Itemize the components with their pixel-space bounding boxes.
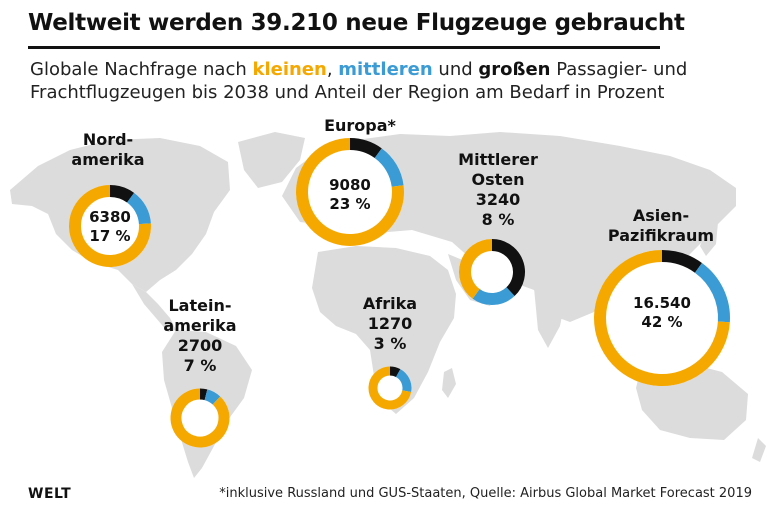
donut-segment-mittlerer-osten-small (459, 239, 493, 299)
legend-small: kleinen (252, 59, 327, 80)
region-value: 1270 (367, 314, 413, 333)
label-europa: Europa* (310, 116, 410, 136)
land-japan (700, 214, 718, 256)
label-nordamerika: Nord- amerika (62, 130, 154, 170)
region-share: 7 % (183, 356, 217, 375)
region-name-line: Osten (471, 170, 525, 189)
donut-segment-lateinamerika-mid (204, 389, 221, 405)
donut-segment-europa-large (349, 138, 382, 159)
region-name-line: Afrika (362, 294, 418, 313)
region-name-line: Mittlerer (458, 150, 538, 169)
land-madagascar (442, 368, 456, 398)
donut-segment-asien-pazifik-small (594, 250, 730, 386)
region-share: 8 % (481, 210, 515, 229)
welt-logo: WELT (28, 486, 72, 502)
region-name-line: amerika (163, 316, 237, 335)
region-value: 6380 (89, 208, 131, 226)
donut-charts (69, 138, 730, 448)
donut-segment-afrika-small (368, 366, 412, 410)
donut-segment-asien-pazifik-large (661, 250, 702, 273)
donut-bg-nordamerika (69, 185, 151, 267)
subtitle-part1: Globale Nachfrage nach (30, 59, 253, 80)
legend-large: großen (478, 59, 551, 80)
region-share: 17 % (89, 227, 131, 245)
subtitle-sep2: und (432, 59, 479, 80)
donut-segment-afrika-large (389, 366, 401, 378)
subtitle-part2: Passagier- und Frachtflugzeugen bis 2038… (30, 59, 688, 103)
center-europa: 9080 23 % (318, 176, 382, 214)
subtitle-sep1: , (326, 59, 339, 80)
region-value: 2700 (177, 336, 223, 355)
region-share: 23 % (329, 195, 371, 213)
donut-segment-europa-small (296, 138, 404, 246)
region-name-line: Latein- (168, 296, 232, 315)
donut-segment-asien-pazifik-mid (694, 262, 730, 323)
donut-bg-asien-pazifik (594, 250, 730, 386)
label-mittlerer-osten: Mittlerer Osten 3240 8 % (448, 150, 548, 230)
legend-mid: mittleren (338, 59, 433, 80)
center-asien-pazifik: 16.540 42 % (622, 294, 702, 332)
donut-segment-nordamerika-large (109, 185, 135, 203)
land-new-zealand (752, 438, 766, 462)
donut-segment-mittlerer-osten-mid (472, 287, 515, 305)
donut-segment-europa-mid (374, 148, 404, 188)
donut-segment-afrika-mid (395, 369, 412, 393)
region-name-line: amerika (71, 150, 145, 169)
donut-segment-lateinamerika-large (199, 388, 208, 401)
donut-bg-europa (296, 138, 404, 246)
title-underline (28, 46, 660, 49)
center-nordamerika: 6380 17 % (78, 208, 142, 246)
label-asien-pazifik: Asien- Pazifikraum (596, 206, 726, 246)
region-name-line: Europa* (324, 116, 396, 135)
page-title: Weltweit werden 39.210 neue Flugzeuge ge… (28, 10, 685, 36)
region-value: 3240 (475, 190, 521, 209)
donut-segment-nordamerika-mid (126, 192, 151, 225)
region-name-line: Nord- (82, 130, 134, 149)
donut-segment-lateinamerika-small (170, 388, 230, 448)
region-name-line: Asien- (632, 206, 690, 225)
region-share: 3 % (373, 334, 407, 353)
label-lateinamerika: Latein- amerika 2700 7 % (150, 296, 250, 376)
region-share: 42 % (641, 313, 683, 331)
land-india (534, 288, 566, 348)
subtitle: Globale Nachfrage nach kleinen, mittlere… (30, 58, 750, 104)
land-greenland (238, 132, 305, 188)
region-value: 9080 (329, 176, 371, 194)
region-value: 16.540 (633, 294, 691, 312)
land-africa (312, 246, 456, 414)
region-name-line: Pazifikraum (607, 226, 715, 245)
donut-segment-nordamerika-small (69, 185, 151, 267)
source-note: *inklusive Russland und GUS-Staaten, Que… (219, 486, 752, 501)
donut-segment-mittlerer-osten-large (491, 239, 525, 297)
label-afrika: Afrika 1270 3 % (340, 294, 440, 354)
land-central-america (132, 284, 176, 332)
